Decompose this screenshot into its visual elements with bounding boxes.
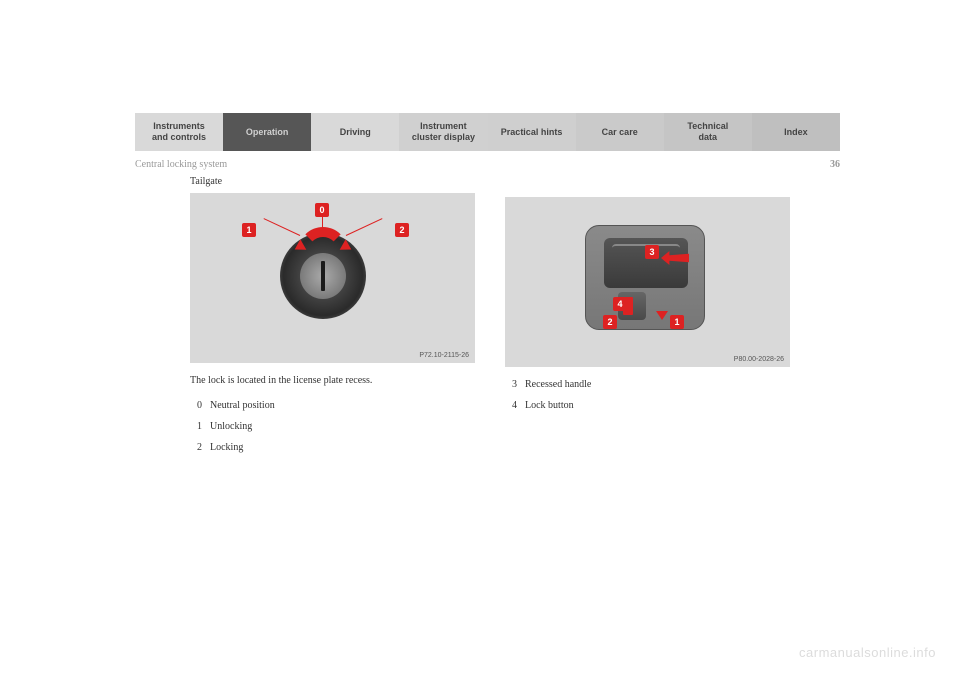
callout-2b: 2 xyxy=(603,315,617,329)
tab-instruments[interactable]: Instruments and controls xyxy=(135,113,223,151)
list-item: 0Neutral position xyxy=(190,400,475,411)
callout-3: 3 xyxy=(645,245,659,259)
handle-panel-icon xyxy=(585,225,705,330)
watermark: carmanualsonline.info xyxy=(799,645,936,660)
subtitle-tailgate: Tailgate xyxy=(190,176,475,187)
callout-4: 4 xyxy=(613,297,627,311)
figure-ref-left: P72.10-2115-26 xyxy=(419,352,469,359)
callout-1b: 1 xyxy=(670,315,684,329)
tab-instrument-cluster[interactable]: Instrument cluster display xyxy=(399,113,487,151)
callout-1: 1 xyxy=(242,223,256,237)
tab-technical-data[interactable]: Technical data xyxy=(664,113,752,151)
figure-handle: 3 4 1 2 P80.00-2028-26 xyxy=(505,197,790,367)
caption-left: The lock is located in the license plate… xyxy=(190,375,475,386)
legend-left: 0Neutral position 1Unlocking 2Locking xyxy=(190,400,475,453)
figure-ref-right: P80.00-2028-26 xyxy=(734,356,784,363)
page-number: 36 xyxy=(830,159,840,170)
list-item: 1Unlocking xyxy=(190,421,475,432)
list-item: 4Lock button xyxy=(505,400,840,411)
section-title: Central locking system xyxy=(135,159,227,170)
lock-cylinder-icon xyxy=(280,233,366,319)
tab-car-care[interactable]: Car care xyxy=(576,113,664,151)
callout-2: 2 xyxy=(395,223,409,237)
tab-operation[interactable]: Operation xyxy=(223,113,311,151)
tab-practical-hints[interactable]: Practical hints xyxy=(488,113,576,151)
nav-tabs: Instruments and controls Operation Drivi… xyxy=(135,113,840,151)
list-item: 3Recessed handle xyxy=(505,379,840,390)
callout-0: 0 xyxy=(315,203,329,217)
legend-right: 3Recessed handle 4Lock button xyxy=(505,379,840,411)
figure-lock: 0 1 2 P72.10-2115-26 xyxy=(190,193,475,363)
arrow-down-icon xyxy=(656,311,668,320)
tab-driving[interactable]: Driving xyxy=(311,113,399,151)
tab-index[interactable]: Index xyxy=(752,113,840,151)
list-item: 2Locking xyxy=(190,442,475,453)
